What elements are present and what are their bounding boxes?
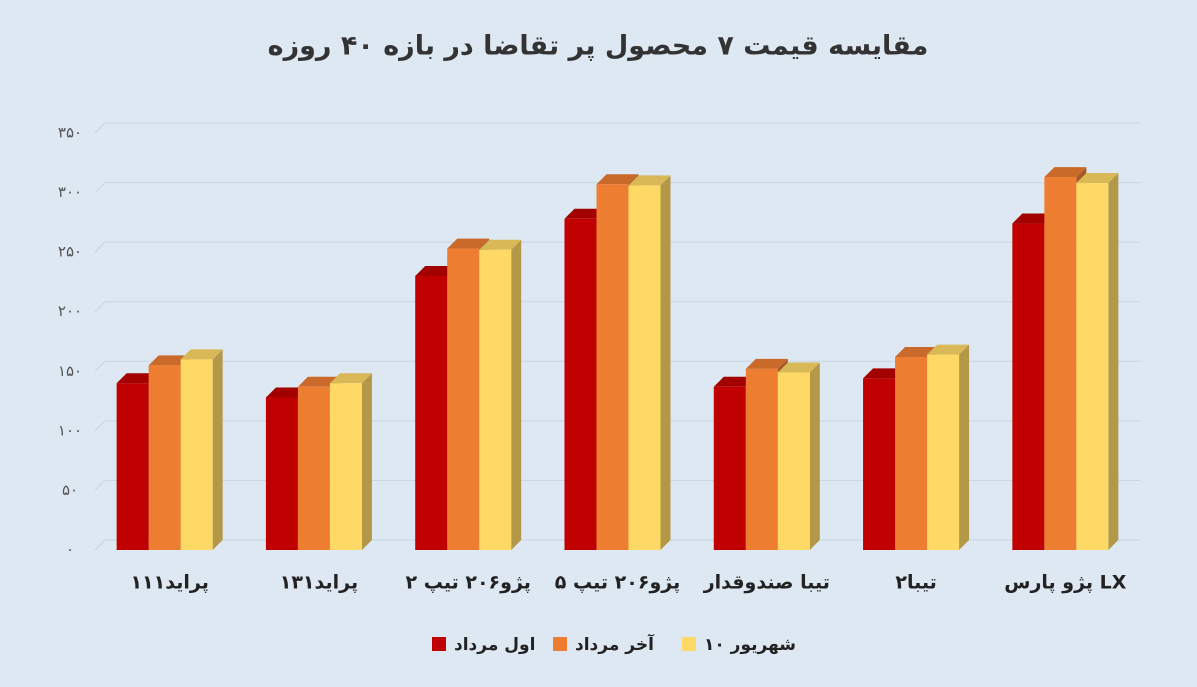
bar-top	[713, 376, 756, 387]
bar-top	[148, 355, 191, 366]
bar	[329, 383, 362, 550]
bar	[713, 386, 746, 550]
bar-side	[511, 239, 522, 550]
bar-side	[660, 175, 671, 550]
bar	[265, 397, 298, 550]
bar	[447, 248, 480, 550]
bar	[564, 218, 597, 551]
bar-top	[564, 208, 607, 219]
bar	[415, 275, 448, 550]
bar-side	[212, 349, 223, 550]
bar-top	[745, 358, 788, 369]
bar	[895, 356, 928, 550]
bar-top	[329, 373, 372, 384]
bar-top	[596, 174, 639, 185]
y-tick-label: ۵۰	[62, 481, 78, 499]
bar	[927, 354, 960, 550]
x-tick-label: تیبا۲	[895, 572, 936, 594]
bar	[1076, 183, 1109, 551]
grid-line	[94, 301, 1140, 313]
bar	[116, 383, 149, 550]
legend-swatch	[682, 637, 696, 651]
bar-side	[809, 362, 820, 550]
legend-label: اول مرداد	[454, 635, 535, 655]
y-tick-label: ۰	[66, 541, 74, 559]
bar-top	[895, 346, 938, 357]
bar-top	[265, 387, 308, 398]
bar-top	[1012, 213, 1055, 224]
y-tick-label: ۲۵۰	[58, 243, 82, 261]
grid-line	[94, 182, 1140, 193]
bar	[148, 365, 181, 550]
y-tick-label: ۳۵۰	[58, 124, 82, 142]
bar	[777, 372, 810, 550]
bar	[863, 378, 896, 550]
y-tick-label: ۱۵۰	[58, 362, 82, 380]
bar	[180, 359, 213, 550]
bar	[628, 185, 661, 550]
x-tick-label: پژو۲۰۶ تیپ ۲	[406, 572, 531, 594]
legend-label: آخر مرداد	[575, 633, 655, 655]
bar-top	[479, 239, 522, 250]
bar	[479, 249, 512, 550]
bar-top	[1044, 167, 1087, 178]
bar-top	[297, 376, 340, 387]
legend-swatch	[432, 637, 446, 651]
x-tick-label: تیبا صندوقدار	[703, 572, 830, 594]
bar-top	[180, 349, 223, 360]
bar	[297, 386, 330, 550]
bar-top	[116, 373, 159, 384]
x-tick-label: پراید۱۱۱	[130, 572, 208, 594]
grid-line	[94, 122, 1140, 134]
y-tick-label: ۱۰۰	[58, 421, 82, 439]
bar	[1044, 177, 1077, 550]
y-tick-label: ۳۰۰	[58, 183, 82, 201]
legend-swatch	[553, 637, 567, 651]
bar-top	[927, 344, 970, 355]
bar	[1012, 223, 1045, 550]
bar	[596, 184, 629, 550]
grid-line	[94, 241, 1140, 253]
grid-line	[94, 360, 1140, 372]
bar-side	[361, 373, 372, 550]
x-tick-label: پراید۱۳۱	[280, 572, 358, 594]
bar-top	[863, 368, 906, 379]
bar-top	[628, 175, 671, 186]
bar-top	[447, 238, 490, 249]
bar-side	[1108, 173, 1119, 551]
bar-top	[1076, 173, 1119, 184]
bar	[745, 368, 778, 550]
bar-side	[959, 344, 970, 550]
chart-title: مقایسه قیمت ۷ محصول پر تقاضا در بازه ۴۰ …	[268, 31, 929, 62]
bar-top	[415, 265, 458, 276]
y-tick-label: ۲۰۰	[58, 302, 82, 320]
x-tick-label: پژو۲۰۶ تیپ ۵	[555, 572, 680, 594]
legend-label: ۱۰ شهریور	[704, 635, 796, 655]
x-tick-label: پژو پارس LX	[1004, 572, 1127, 594]
bar-top	[777, 362, 820, 373]
